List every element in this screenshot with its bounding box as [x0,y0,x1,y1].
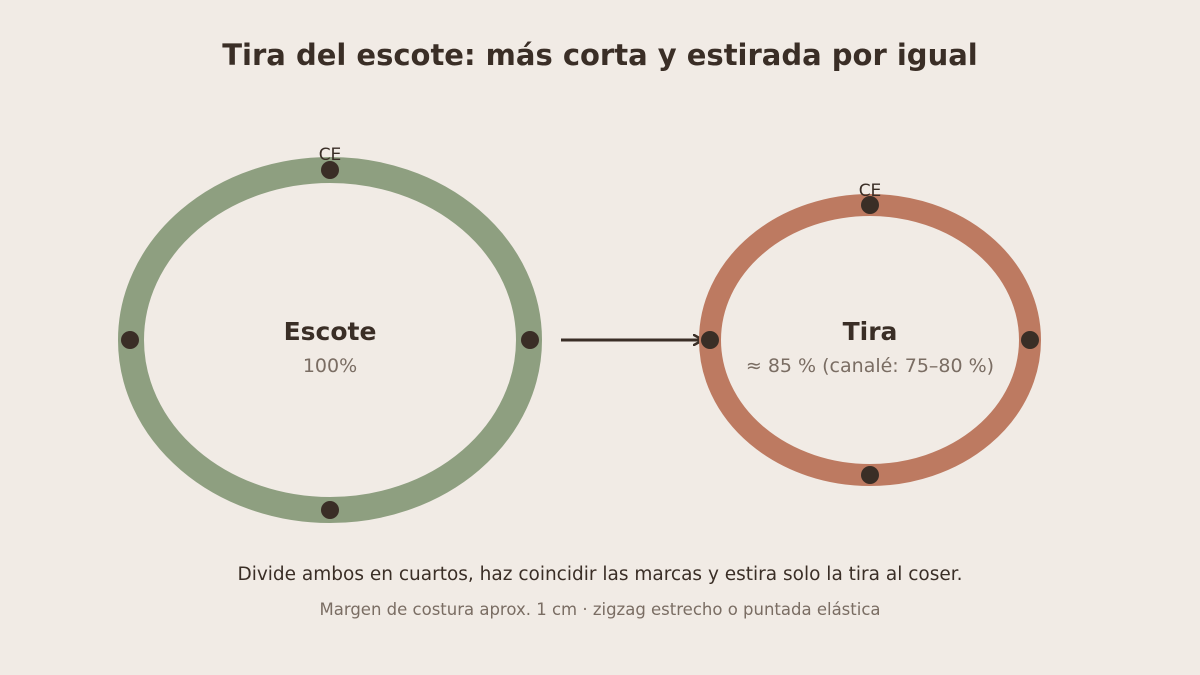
escote-label: Escote [284,317,377,346]
tira-label: Tira [843,317,898,346]
diagram-title: Tira del escote: más corta y estirada po… [222,38,977,72]
tira-mark-top [861,196,879,214]
escote-mark-bottom [321,501,339,519]
instruction-text: Divide ambos en cuartos, haz coincidir l… [237,564,962,585]
note-text: Margen de costura aprox. 1 cm · zigzag e… [319,600,880,619]
tira-mark-left [701,331,719,349]
escote-mark-top [321,161,339,179]
escote-mark-right [521,331,539,349]
tira-value: ≈ 85 % (canalé: 75–80 %) [746,355,994,377]
tira-mark-right [1021,331,1039,349]
escote-value: 100% [303,355,357,377]
tira-ce-label: CE [859,181,882,201]
escote-ce-label: CE [319,145,342,165]
tira-mark-bottom [861,466,879,484]
escote-group: CE Escote 100% [118,145,542,523]
tira-group: CE Tira ≈ 85 % (canalé: 75–80 %) [699,181,1041,486]
escote-mark-left [121,331,139,349]
